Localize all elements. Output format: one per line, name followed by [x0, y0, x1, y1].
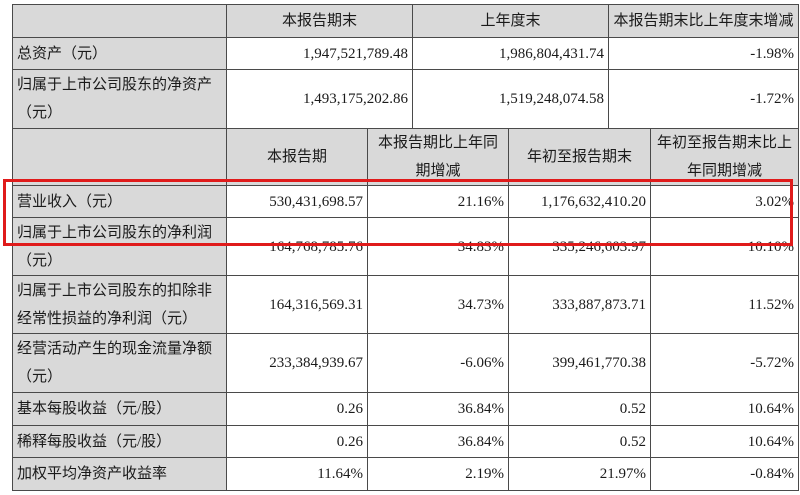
table-row: 总资产（元） 1,947,521,789.48 1,986,804,431.74… — [12, 37, 800, 70]
cell-value: 1,176,632,410.20 — [508, 185, 652, 218]
row-label: 经营活动产生的现金流量净额（元） — [12, 333, 227, 393]
header-prior-year-end: 上年度末 — [412, 4, 610, 38]
header-current-period: 本报告期 — [226, 128, 368, 186]
cell-value: 164,316,569.31 — [226, 275, 368, 334]
table-row: 基本每股收益（元/股） 0.26 36.84% 0.52 10.64% — [12, 392, 800, 426]
header-change-vs-prior-year-end: 本报告期末比上年度末增减 — [608, 4, 800, 38]
table-row: 加权平均净资产收益率 11.64% 2.19% 21.97% -0.84% — [12, 457, 800, 491]
top-header-row: 本报告期末 上年度末 本报告期末比上年度末增减 — [12, 4, 800, 38]
cell-value: -6.06% — [366, 333, 510, 393]
cell-value: 333,887,873.71 — [508, 275, 652, 334]
row-label: 稀释每股收益（元/股） — [12, 425, 227, 458]
cell-value: 1,493,175,202.86 — [225, 69, 414, 129]
cell-value: 335,246,603.97 — [508, 217, 652, 276]
table-row: 归属于上市公司股东的净利润（元） 164,768,785.76 34.83% 3… — [12, 217, 800, 276]
cell-value: 3.02% — [650, 185, 800, 218]
cell-value: 0.26 — [226, 392, 368, 426]
cell-value: 1,947,521,789.48 — [225, 37, 414, 70]
cell-value: 1,519,248,074.58 — [412, 69, 610, 129]
table-row: 营业收入（元） 530,431,698.57 21.16% 1,176,632,… — [12, 185, 800, 218]
cell-value: -1.72% — [608, 69, 800, 129]
cell-value: -5.72% — [650, 333, 800, 393]
header-ytd: 年初至报告期末 — [508, 128, 652, 186]
header-blank — [12, 128, 227, 186]
row-label: 基本每股收益（元/股） — [12, 392, 227, 426]
row-label: 加权平均净资产收益率 — [12, 457, 227, 491]
cell-value: 21.16% — [366, 185, 510, 218]
cell-value: 1,986,804,431.74 — [412, 37, 610, 70]
bottom-header-row: 本报告期 本报告期比上年同期增减 年初至报告期末 年初至报告期末比上年同期增减 — [12, 128, 800, 186]
financial-data-table: 本报告期末 上年度末 本报告期末比上年度末增减 总资产（元） 1,947,521… — [12, 4, 800, 491]
row-label: 营业收入（元） — [12, 185, 227, 218]
cell-value: 0.26 — [226, 425, 368, 458]
header-current-period-yoy: 本报告期比上年同期增减 — [366, 128, 510, 186]
row-label: 总资产（元） — [12, 37, 227, 70]
cell-value: 36.84% — [366, 425, 510, 458]
table-row: 稀释每股收益（元/股） 0.26 36.84% 0.52 10.64% — [12, 425, 800, 458]
cell-value: 11.64% — [226, 457, 368, 491]
cell-value: 233,384,939.67 — [226, 333, 368, 393]
header-blank — [12, 4, 227, 38]
cell-value: 0.52 — [508, 425, 652, 458]
row-label: 归属于上市公司股东的扣除非经常性损益的净利润（元） — [12, 275, 227, 334]
cell-value: 530,431,698.57 — [226, 185, 368, 218]
cell-value: 10.64% — [650, 425, 800, 458]
header-period-end: 本报告期末 — [225, 4, 414, 38]
cell-value: 10.10% — [650, 217, 800, 276]
cell-value: 10.64% — [650, 392, 800, 426]
cell-value: 11.52% — [650, 275, 800, 334]
cell-value: 21.97% — [508, 457, 652, 491]
cell-value: 34.83% — [366, 217, 510, 276]
cell-value: -1.98% — [608, 37, 800, 70]
row-label: 归属于上市公司股东的净利润（元） — [12, 217, 227, 276]
cell-value: 36.84% — [366, 392, 510, 426]
table-row: 归属于上市公司股东的扣除非经常性损益的净利润（元） 164,316,569.31… — [12, 275, 800, 334]
cell-value: 164,768,785.76 — [226, 217, 368, 276]
table-row: 归属于上市公司股东的净资产（元） 1,493,175,202.86 1,519,… — [12, 69, 800, 129]
cell-value: 399,461,770.38 — [508, 333, 652, 393]
cell-value: 34.73% — [366, 275, 510, 334]
header-ytd-yoy: 年初至报告期末比上年同期增减 — [650, 128, 800, 186]
cell-value: 0.52 — [508, 392, 652, 426]
cell-value: 2.19% — [366, 457, 510, 491]
cell-value: -0.84% — [650, 457, 800, 491]
row-label: 归属于上市公司股东的净资产（元） — [12, 69, 227, 129]
table-row: 经营活动产生的现金流量净额（元） 233,384,939.67 -6.06% 3… — [12, 333, 800, 393]
